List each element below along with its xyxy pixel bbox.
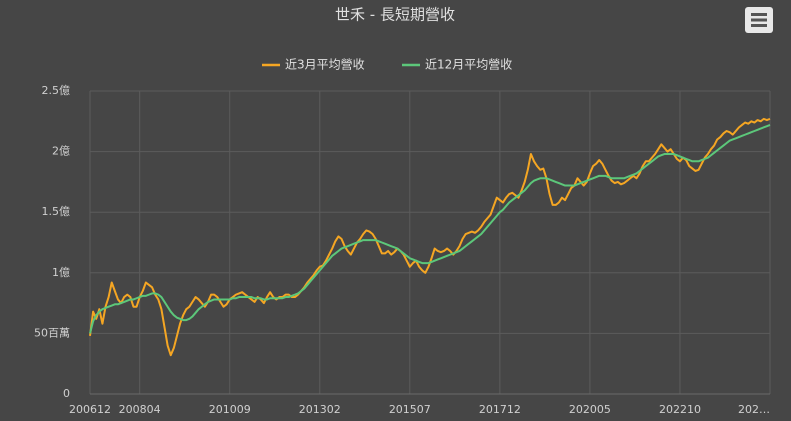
series-line — [89, 124, 771, 334]
x-tick-label: 201507 — [389, 403, 431, 416]
chart-title: 世禾 - 長短期營收 — [335, 6, 455, 24]
menu-bar — [751, 18, 767, 22]
x-tick-label: 201712 — [479, 403, 521, 416]
legend-item: 近3月平均營收 — [262, 58, 365, 72]
y-tick-label: 2.5億 — [42, 84, 71, 97]
menu-button[interactable] — [745, 7, 773, 33]
menu-bar — [751, 24, 767, 27]
y-tick-label: 50百萬 — [34, 326, 70, 339]
y-tick-label: 1.5億 — [42, 205, 71, 218]
x-tick-label: 201302 — [299, 403, 341, 416]
x-tick-label: 201009 — [209, 403, 251, 416]
menu-bar — [751, 13, 767, 16]
y-tick-label: 0 — [63, 387, 70, 400]
legend-item: 近12月平均營收 — [402, 58, 512, 72]
x-tick-label: 202005 — [569, 403, 611, 416]
legend-label: 近3月平均營收 — [285, 58, 365, 72]
x-tick-label: 200612 — [69, 403, 111, 416]
y-tick-label: 1億 — [52, 266, 70, 279]
y-tick-label: 2億 — [52, 145, 70, 158]
x-tick-label: 202… — [738, 403, 770, 416]
x-tick-label: 200804 — [119, 403, 161, 416]
legend-label: 近12月平均營收 — [425, 58, 512, 72]
x-tick-label: 202210 — [659, 403, 701, 416]
